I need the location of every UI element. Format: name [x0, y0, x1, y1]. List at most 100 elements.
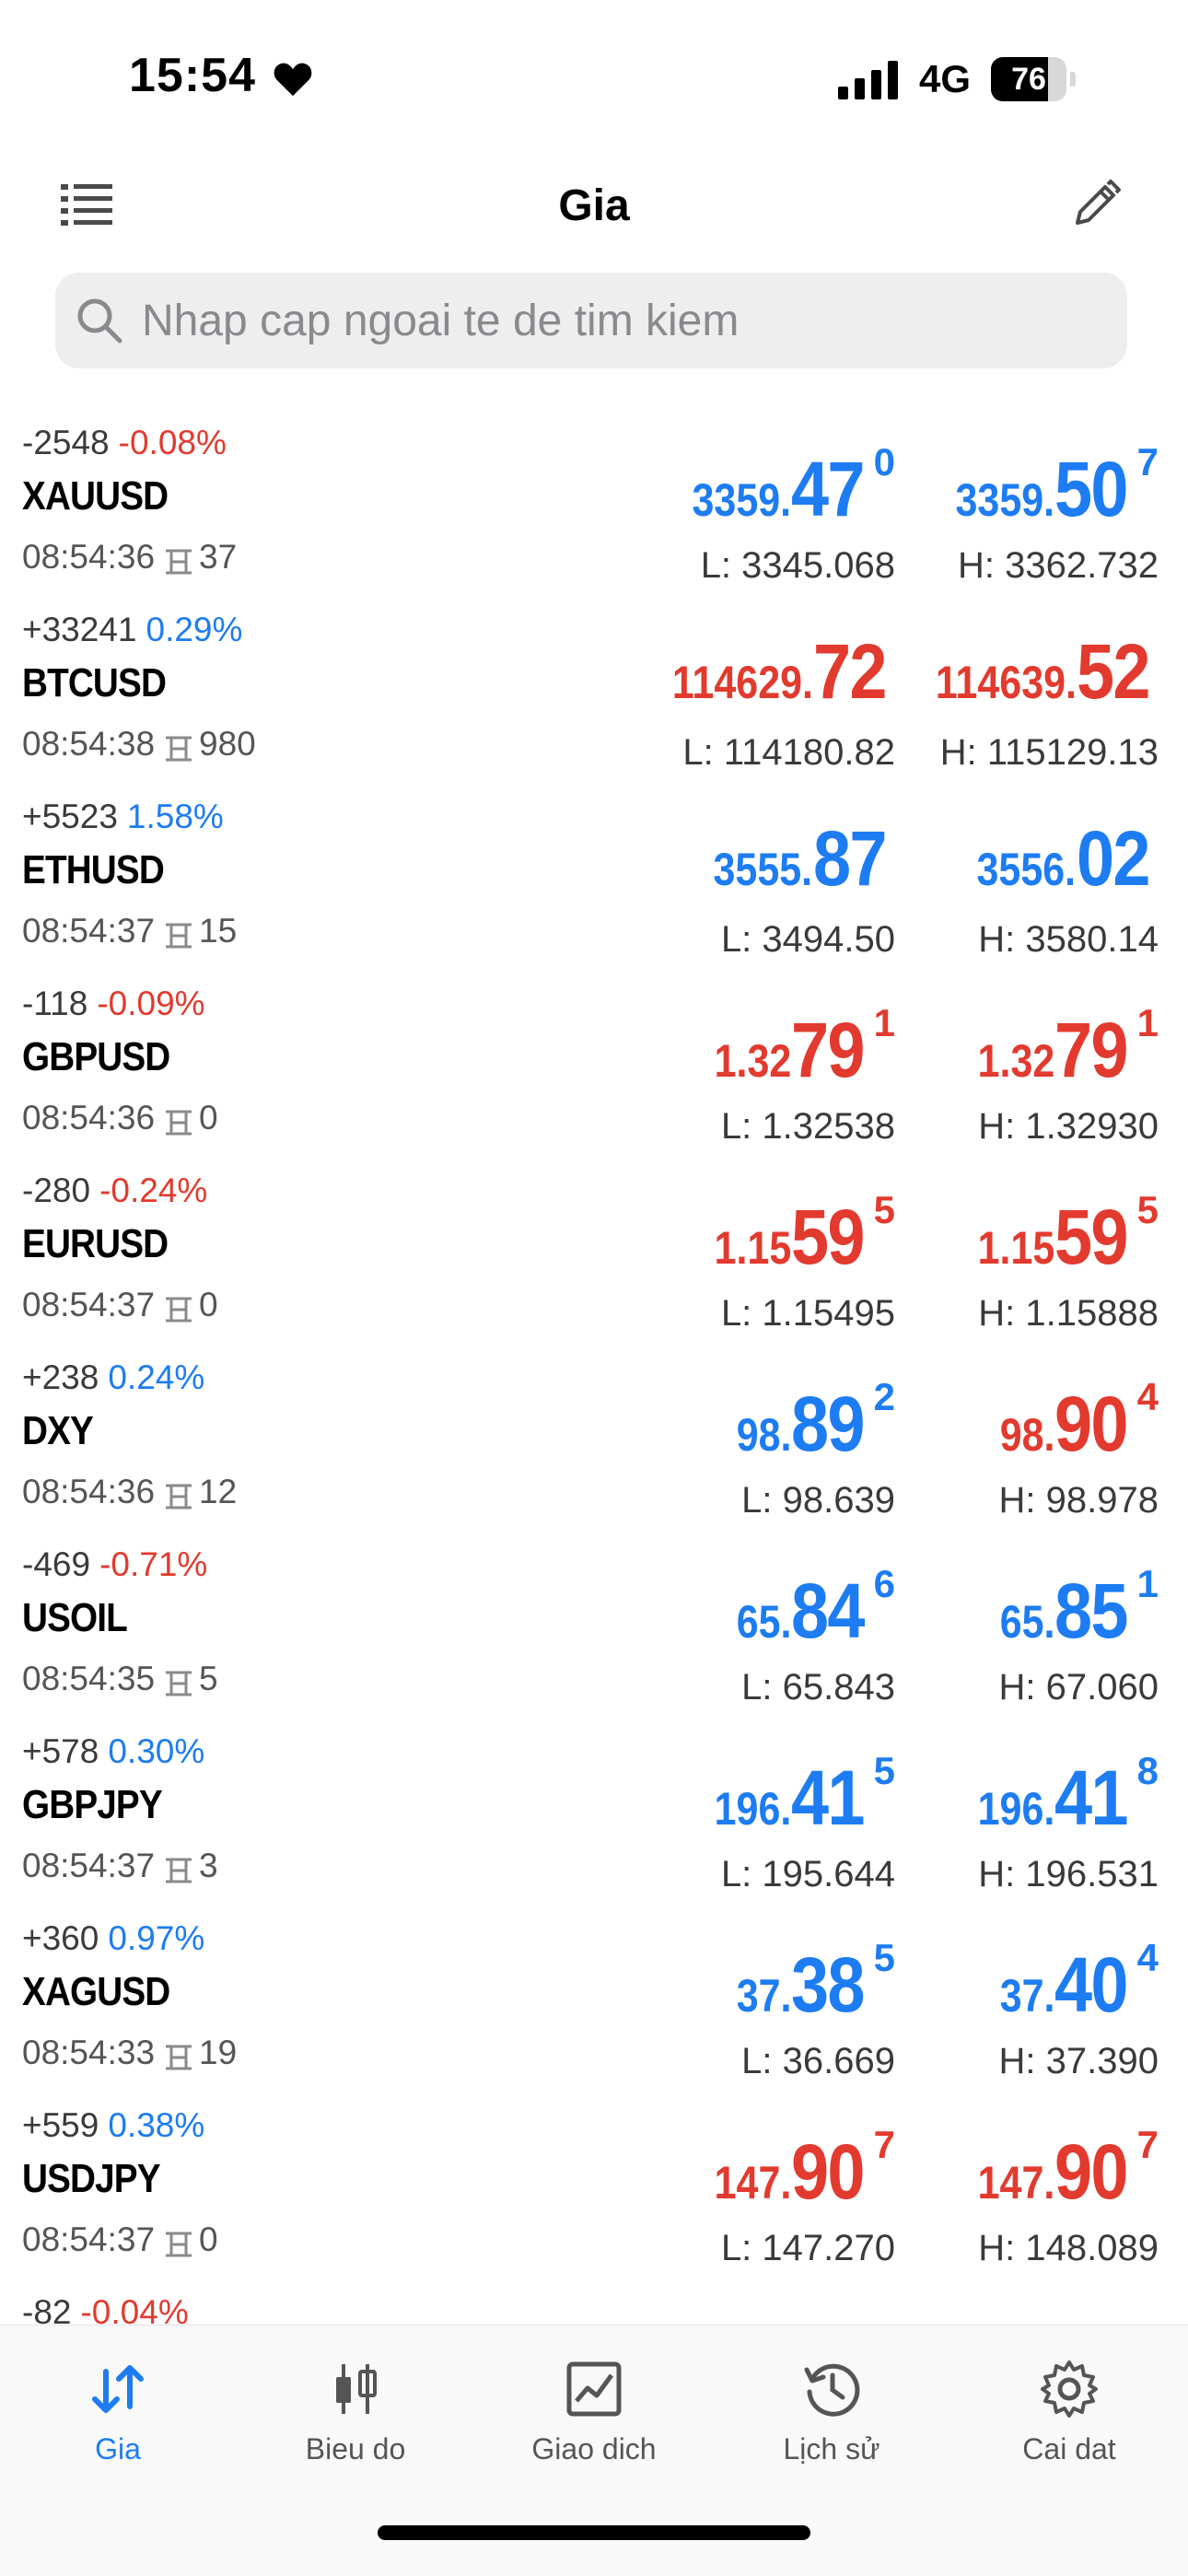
quote-time: 08:54:37	[22, 1847, 156, 1884]
quote-row[interactable]: +238 0.24% DXY 08:54:36 12 98.89 2 98.90 4 L: 98.…	[0, 1353, 1188, 1540]
symbol-name: XAUUSD	[22, 473, 169, 519]
change-points: -2548	[22, 424, 110, 461]
ask-price[interactable]: 196.41 8	[901, 1749, 1159, 1843]
spread-value: 12	[199, 1473, 238, 1510]
edit-pencil-icon[interactable]	[1068, 177, 1124, 232]
quote-row[interactable]: -118 -0.09% GBPUSD 08:54:36 0 1.3279 1 1.3279 1 L…	[0, 979, 1188, 1166]
tab-label: Giao dich	[531, 2432, 657, 2465]
change-points: +360	[22, 1919, 99, 1957]
bid-price[interactable]: 3359.47 0	[527, 440, 895, 534]
change-percent: -0.24%	[99, 1171, 208, 1209]
status-bar: 15:54 4G 76	[0, 0, 1188, 157]
ask-price-pips: 02	[1076, 815, 1150, 902]
ask-price-major: 147.	[977, 2157, 1055, 2209]
high-price: H: 67.060	[998, 1667, 1159, 1708]
bid-price-major: 37.	[736, 1970, 792, 2022]
ask-price[interactable]: 3359.50 7	[901, 440, 1159, 534]
battery-icon: 76	[991, 57, 1077, 101]
ask-price-fraction: 7	[1136, 440, 1159, 484]
bid-price[interactable]: 147.90 7	[527, 2123, 895, 2217]
symbol-name: GBPJPY	[22, 1782, 163, 1827]
search-box[interactable]	[55, 273, 1127, 368]
quote-meta: 08:54:33 19	[22, 2034, 237, 2072]
ask-price-fraction: 5	[1136, 1188, 1159, 1231]
ask-price[interactable]: 1.3279 1	[901, 1001, 1159, 1095]
spread-value: 19	[199, 2034, 238, 2071]
low-price: L: 3345.068	[700, 545, 895, 586]
quote-row[interactable]: +360 0.97% XAGUSD 08:54:33 19 37.38 5 37.40 4 L: …	[0, 1914, 1188, 2101]
bid-price[interactable]: 114629.72	[527, 627, 895, 717]
bid-price[interactable]: 1.1559 5	[527, 1188, 895, 1282]
spread-value: 37	[199, 538, 238, 576]
bid-price-major: 196.	[714, 1783, 792, 1835]
quote-row[interactable]: -82 -0.04%	[0, 2288, 1188, 2325]
search-icon	[77, 298, 122, 344]
quote-time: 08:54:38	[22, 725, 156, 763]
bid-price[interactable]: 1.3279 1	[527, 1001, 895, 1095]
spread-icon	[164, 1480, 193, 1509]
ask-price[interactable]: 147.90 7	[901, 2123, 1159, 2217]
spread-value: 980	[199, 725, 256, 763]
high-price: H: 1.32930	[978, 1106, 1159, 1147]
list-menu-icon[interactable]	[61, 181, 112, 228]
tab-cai-dat[interactable]: Cai dat	[968, 2357, 1171, 2486]
ask-price[interactable]: 98.90 4	[901, 1375, 1159, 1469]
status-time: 15:54	[129, 49, 256, 102]
bid-price[interactable]: 196.41 5	[527, 1749, 895, 1843]
tab-lịch-sử[interactable]: Lịch sử	[730, 2357, 933, 2486]
quote-row[interactable]: +5523 1.58% ETHUSD 08:54:37 15 3555.87 3556.02…	[0, 792, 1188, 979]
ask-price-major: 3359.	[955, 474, 1055, 526]
ask-price-pips: 40	[1054, 1941, 1128, 2028]
low-price: L: 65.843	[741, 1667, 895, 1708]
bid-price[interactable]: 98.89 2	[527, 1375, 895, 1469]
quote-meta: 08:54:37 15	[22, 912, 237, 950]
quote-time: 08:54:36	[22, 1099, 156, 1136]
ask-price[interactable]: 37.40 4	[901, 1936, 1159, 2030]
daily-change: +5523 1.58%	[22, 798, 224, 836]
bid-price-pips: 59	[791, 1194, 865, 1280]
ask-price-major: 98.	[999, 1409, 1055, 1461]
ask-price[interactable]	[901, 2310, 1159, 2325]
bid-price[interactable]: 3555.87	[527, 814, 895, 903]
bid-price-fraction: 0	[873, 440, 895, 484]
bid-price[interactable]: 65.84 6	[527, 1562, 895, 1656]
home-indicator	[378, 2525, 810, 2540]
quote-row[interactable]: -280 -0.24% EURUSD 08:54:37 0 1.1559 5 1.1559 5 L…	[0, 1166, 1188, 1353]
change-points: -280	[22, 1171, 91, 1209]
tab-bieu-do[interactable]: Bieu do	[254, 2357, 457, 2486]
quote-row[interactable]: +578 0.30% GBPJPY 08:54:37 3 196.41 5 196.41 8 L:…	[0, 1727, 1188, 1914]
change-percent: 0.38%	[108, 2106, 205, 2144]
quote-meta: 08:54:36 37	[22, 538, 237, 577]
daily-change: -82 -0.04%	[22, 2293, 189, 2325]
change-percent: 0.30%	[108, 1732, 205, 1770]
quote-meta: 08:54:37 0	[22, 2220, 218, 2259]
quote-row[interactable]: -469 -0.71% USOIL 08:54:35 5 65.84 6 65.85 1 L: 6…	[0, 1540, 1188, 1727]
low-price: L: 114180.82	[682, 732, 895, 773]
ask-price-fraction: 1	[1136, 1001, 1159, 1044]
spread-icon	[164, 1854, 193, 1883]
ask-price[interactable]: 3556.02	[901, 814, 1159, 903]
spread-value: 0	[199, 1286, 218, 1323]
bid-price-major: 98.	[736, 1409, 792, 1461]
quote-row[interactable]: +559 0.38% USDJPY 08:54:37 0 147.90 7 147.90 7 L:…	[0, 2101, 1188, 2288]
bid-price-pips: 90	[791, 2128, 865, 2215]
tab-giao-dich[interactable]: Giao dich	[493, 2357, 695, 2486]
change-percent: -0.04%	[80, 2293, 189, 2325]
search-input[interactable]	[142, 273, 1100, 368]
quote-time: 08:54:37	[22, 912, 156, 950]
daily-change: -280 -0.24%	[22, 1171, 207, 1210]
quote-row[interactable]: +33241 0.29% BTCUSD 08:54:38 980 114629.72 114…	[0, 605, 1188, 792]
quote-row[interactable]: -2548 -0.08% XAUUSD 08:54:36 37 3359.47 0 3359.…	[0, 418, 1188, 605]
ask-price[interactable]: 1.1559 5	[901, 1188, 1159, 1282]
bid-price[interactable]	[527, 2310, 895, 2325]
ask-price[interactable]: 65.85 1	[901, 1562, 1159, 1656]
ask-price[interactable]: 114639.52	[901, 627, 1159, 717]
daily-change: +578 0.30%	[22, 1732, 204, 1771]
high-price: H: 148.089	[978, 2228, 1159, 2268]
tab-gia[interactable]: Gia	[17, 2357, 219, 2486]
quote-list[interactable]: -2548 -0.08% XAUUSD 08:54:36 37 3359.47 0 3359.…	[0, 418, 1188, 2325]
network-type: 4G	[919, 57, 972, 100]
ask-price-fraction: 8	[1136, 1749, 1159, 1792]
bid-price[interactable]: 37.38 5	[527, 1936, 895, 2030]
quote-time: 08:54:37	[22, 2220, 156, 2258]
